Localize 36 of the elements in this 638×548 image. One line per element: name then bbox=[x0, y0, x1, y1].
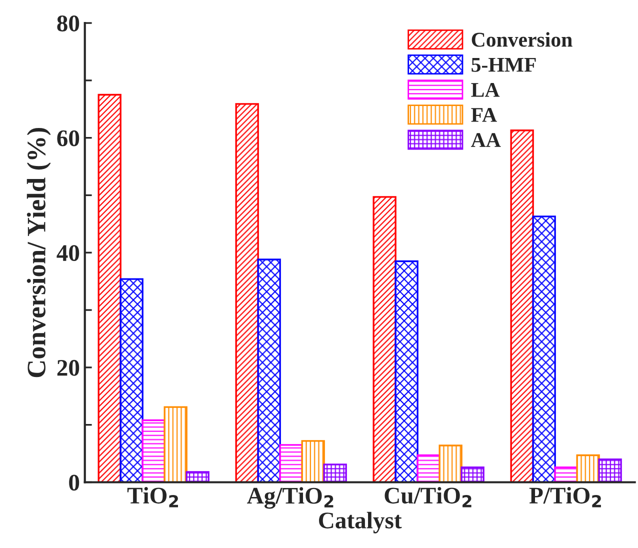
bar bbox=[120, 278, 144, 482]
bar bbox=[598, 458, 622, 482]
legend-label: Conversion bbox=[472, 32, 572, 47]
bar bbox=[323, 464, 347, 482]
legend-label: LA bbox=[471, 82, 500, 97]
y-tick-label: 40 bbox=[56, 245, 80, 262]
bar bbox=[164, 406, 188, 482]
bar bbox=[576, 454, 600, 482]
legend-label: 5-HMF bbox=[472, 58, 536, 72]
x-tick-label: Cu/TiO$_{2}$ bbox=[384, 486, 472, 508]
y-tick-label: 20 bbox=[57, 360, 80, 376]
x-tick-label: Ag/TiO$_{2}$ bbox=[247, 487, 334, 509]
y-axis-title: Conversion/ Yield (%) bbox=[26, 128, 51, 378]
legend-label: AA bbox=[471, 133, 501, 147]
bar bbox=[235, 103, 259, 482]
bar bbox=[142, 419, 166, 482]
bar bbox=[98, 94, 122, 482]
bar bbox=[532, 216, 556, 482]
bar bbox=[301, 440, 325, 482]
y-tick-label: 0 bbox=[69, 474, 80, 491]
bar bbox=[416, 454, 440, 482]
bar bbox=[372, 196, 396, 482]
x-tick-label: P/TiO$_{2}$ bbox=[529, 486, 601, 508]
bar bbox=[438, 444, 462, 482]
bar bbox=[554, 466, 578, 482]
y-tick-label: 80 bbox=[57, 16, 80, 32]
bar bbox=[257, 258, 281, 482]
x-tick-label: TiO$_{2}$ bbox=[127, 486, 178, 508]
legend-label: FA bbox=[471, 108, 497, 122]
bar bbox=[394, 260, 418, 482]
bar bbox=[279, 444, 303, 482]
bar bbox=[186, 471, 210, 482]
x-axis-title: Catalyst bbox=[319, 512, 402, 534]
y-tick-label: 60 bbox=[57, 130, 80, 146]
bar bbox=[460, 466, 484, 482]
bar bbox=[510, 130, 534, 482]
